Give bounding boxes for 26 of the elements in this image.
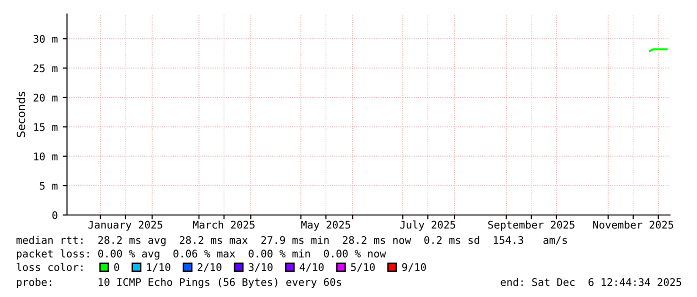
y-tick-label: 30 m — [34, 34, 58, 43]
x-tick-label: July 2025 — [400, 220, 456, 231]
legend-label: 5/10 — [351, 263, 375, 272]
legend-label: 1/10 — [147, 263, 170, 272]
x-tick-label: May 2025 — [301, 220, 350, 231]
text: median rtt: 28.2 ms avg 28.2 ms max 27.9 ms min 28.2 ms now 0.2 ms sd 154.3 am/s — [16, 236, 567, 246]
y-tick-label: 20 m — [34, 94, 58, 102]
legend-title: loss color: — [16, 262, 82, 272]
text: probe: 10 ICMP Echo Pings (56 Bytes) every 60s — [16, 278, 342, 288]
x-tick-label: March 2025 — [193, 220, 255, 229]
y-tick-label: 15 m — [34, 123, 58, 131]
legend-label: 9/10 — [402, 263, 426, 272]
y-tick-label: 0 — [52, 211, 58, 220]
x-tick-label: September 2025 — [488, 220, 574, 231]
text: end: Sat Dec 6 12:44:34 2025 — [500, 278, 682, 286]
y-tick-label: 10 m — [34, 152, 58, 160]
y-tick-label: 5 m — [40, 182, 58, 190]
x-tick-label: November 2025 — [593, 220, 674, 229]
legend-label: 2/10 — [198, 263, 222, 272]
text: packet loss: 0.00 % avg 0.06 % max 0.00 % min 0.00 % now — [16, 249, 386, 260]
legend-label: 3/10 — [248, 263, 273, 272]
y-axis-title: Seconds — [16, 92, 26, 138]
x-tick-label: January 2025 — [88, 220, 162, 231]
legend-label: 4/10 — [300, 263, 324, 272]
legend-label: 0 — [114, 263, 120, 272]
y-tick-label: 25 m — [34, 64, 58, 72]
